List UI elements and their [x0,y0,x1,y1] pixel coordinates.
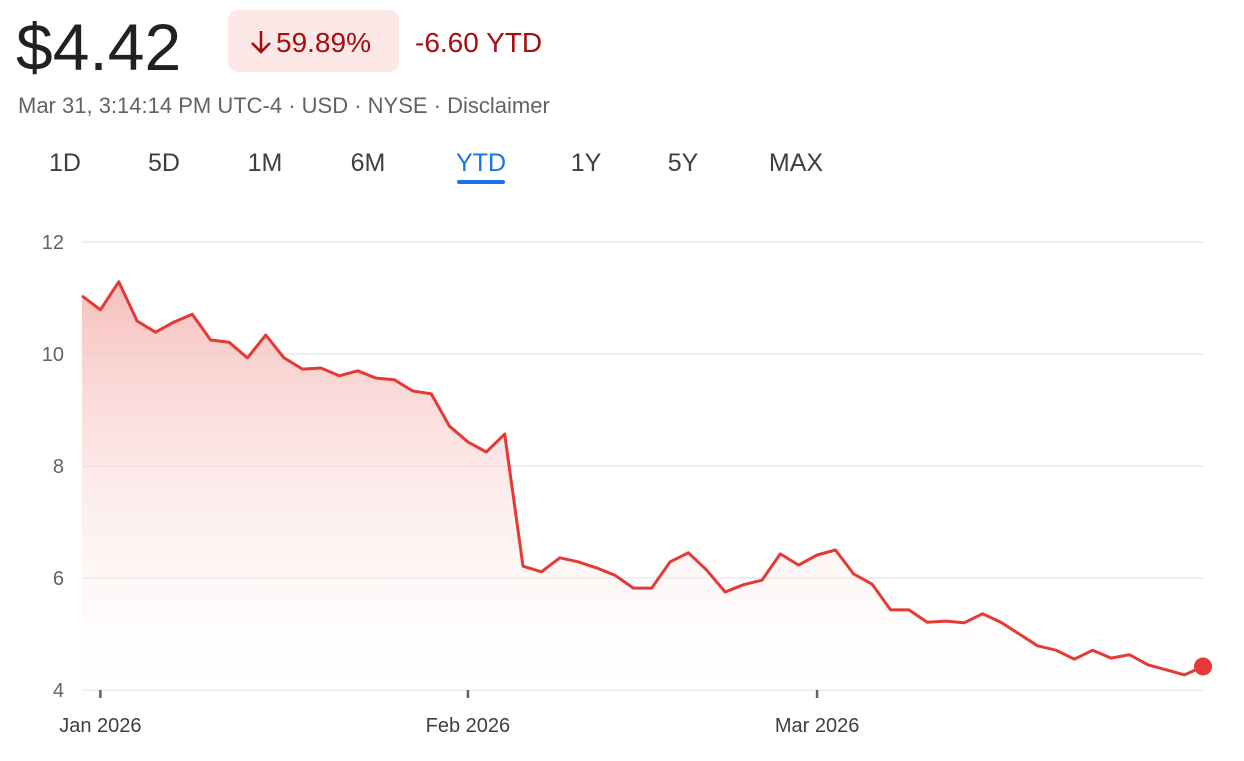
price-line [81,280,1204,677]
down-arrow [251,31,271,54]
range-tab[interactable]: MAX [769,149,824,177]
chart: 4 6 8 10 12 Jan 2026 Feb 2026 Mar 2026 [42,232,1212,737]
y-tick-label: 6 [53,568,64,590]
area-fill [82,281,1203,690]
range-tab[interactable]: 6M [351,149,386,177]
change-ytd: -6.60 YTD [415,27,542,58]
tab-underline [457,180,505,184]
price: $4.42 [16,10,181,84]
meta-line: Mar 31, 3:14:14 PM UTC-4 · USD · NYSE · … [18,93,550,118]
y-tick-label: 10 [42,344,64,366]
meta: Mar 31, 3:14:14 PM UTC-4 · USD · NYSE · [18,93,441,118]
x-tick-label: Jan 2026 [59,715,141,737]
y-tick-label: 4 [53,680,64,702]
y-tick-label: 8 [53,456,64,478]
range-tabs: 1D 5D 1M 6M YTD 1Y 5Y MAX [49,149,823,184]
change-percent: 59.89% [276,27,371,58]
range-tab[interactable]: 1D [49,149,81,177]
y-tick-label: 12 [42,232,64,254]
range-tab[interactable]: 5Y [668,149,699,177]
range-tab[interactable]: YTD [456,149,506,177]
x-tick-label: Mar 2026 [775,715,860,737]
range-tab[interactable]: 5D [148,149,180,177]
x-tick-label: Feb 2026 [426,715,511,737]
disclaimer-link[interactable]: Disclaimer [447,93,550,118]
range-tab[interactable]: 1Y [571,149,602,177]
change-badge [228,10,399,72]
last-price-dot [1194,657,1212,676]
range-tab[interactable]: 1M [248,149,283,177]
